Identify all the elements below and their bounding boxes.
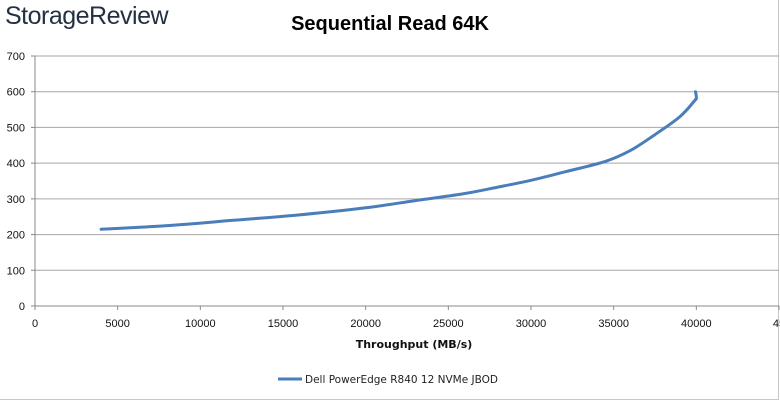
storagereview-logo: StorageReview [5,2,169,30]
axes [31,55,780,310]
y-tick-label: 0 [19,301,25,313]
x-tick-label: 0 [32,318,38,330]
legend-label: Dell PowerEdge R840 12 NVMe JBOD [305,374,498,386]
x-tick-labels: 0 5000 10000 15000 20000 25000 30000 35000 40000… [32,318,780,330]
x-tick-label: 30000 [516,318,547,330]
y-tick-label: 300 [7,194,25,206]
series-line [99,90,698,231]
y-tick-label: 500 [7,122,25,134]
y-tick-label: 700 [7,51,25,63]
x-tick-label: 15000 [268,318,299,330]
x-tick-label: 25000 [433,318,464,330]
x-tick-label: 40000 [681,318,712,330]
y-tick-label: 600 [7,87,25,99]
y-tick-label: 200 [7,230,25,242]
x-tick-label: 10000 [185,318,216,330]
chart-title: Sequential Read 64K [291,13,489,35]
x-tick-label: 35000 [598,318,629,330]
y-tick-labels: 0 100 200 300 400 500 600 700 [7,51,25,313]
x-axis-label: Throughput (MB/s) [356,338,473,351]
gridlines [35,55,779,271]
legend: Dell PowerEdge R840 12 NVMe JBOD [278,374,498,386]
y-tick-label: 400 [7,158,25,170]
x-tick-label: 5000 [105,318,129,330]
x-tick-label: 20000 [350,318,381,330]
series-lines [99,90,698,231]
y-tick-label: 100 [7,265,25,277]
x-tick-label: 45 [773,318,780,330]
